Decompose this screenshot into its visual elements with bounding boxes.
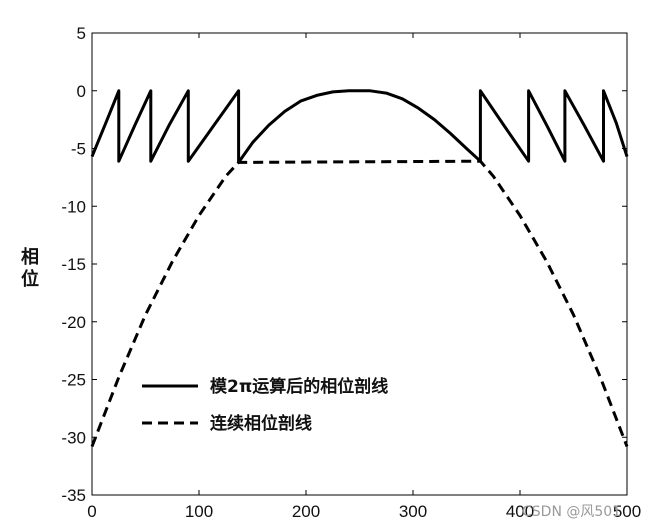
- y-axis-label: 相位: [21, 247, 39, 290]
- y-tick-labels: 5 0 -5 -10 -15 -20 -25 -30 -35: [61, 24, 86, 505]
- watermark: CSDN @风501: [522, 504, 621, 520]
- y-axis-label-char: 相: [21, 247, 39, 268]
- legend-label-wrapped: 模2π运算后的相位剖线: [210, 376, 388, 397]
- series-line-wrapped-phase: [90, 89, 629, 164]
- y-axis-label-char: 位: [21, 268, 39, 290]
- x-tick-label: 0: [87, 502, 96, 521]
- y-tick-label: -30: [61, 428, 86, 447]
- y-tick-label: 5: [77, 24, 86, 43]
- y-tick-label: -35: [61, 486, 86, 505]
- x-tick-label: 100: [185, 502, 213, 521]
- y-tick-label: -15: [61, 255, 86, 274]
- y-tick-label: -20: [61, 313, 86, 332]
- x-tick-label: 200: [292, 502, 320, 521]
- legend: 模2π运算后的相位剖线 连续相位剖线: [142, 376, 388, 434]
- y-tick-label: 0: [77, 82, 86, 101]
- axis-ticks: [91, 32, 628, 496]
- series-lines: [90, 89, 629, 448]
- y-tick-label: -25: [61, 371, 86, 390]
- y-tick-label: -5: [71, 140, 86, 159]
- x-tick-label: 400: [506, 502, 534, 521]
- series-line-unwrapped-phase: [90, 159, 629, 448]
- legend-label-unwrapped: 连续相位剖线: [210, 413, 312, 434]
- y-tick-label: -10: [61, 197, 86, 216]
- x-tick-label: 300: [399, 502, 427, 521]
- x-tick-label: 500: [613, 502, 641, 521]
- x-tick-labels: 0 100 200 300 400 500: [87, 502, 641, 521]
